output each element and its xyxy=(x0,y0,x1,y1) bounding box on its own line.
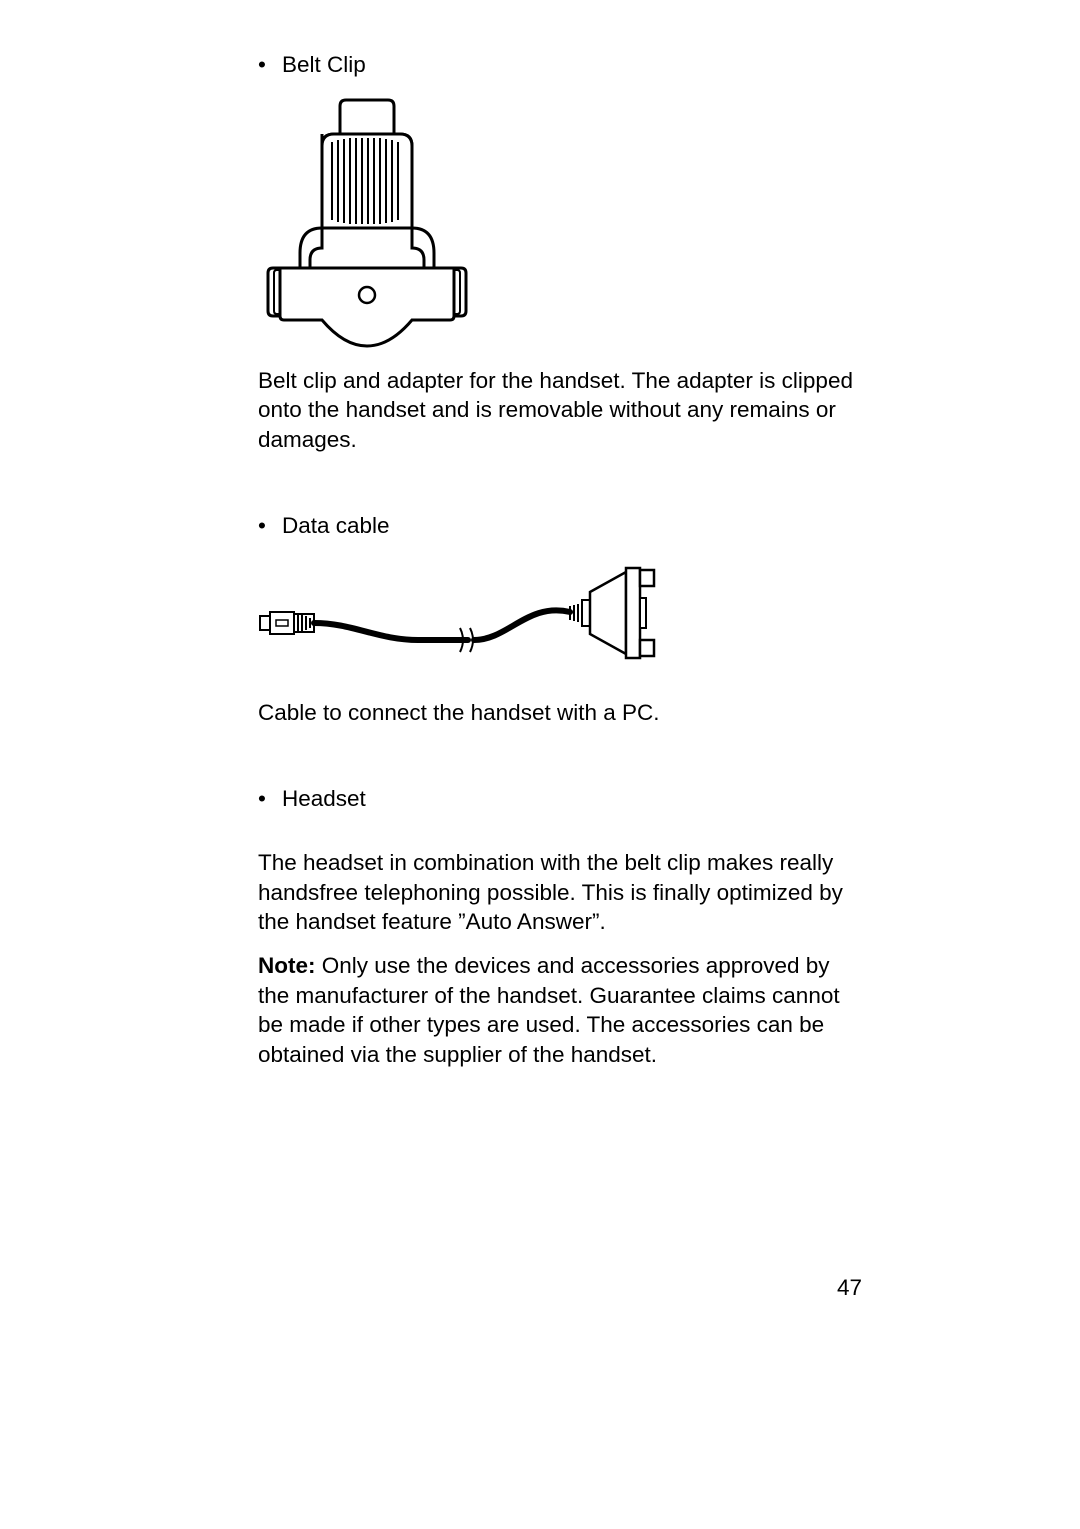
bullet-belt-clip-label: Belt Clip xyxy=(282,50,858,80)
data-cable-icon xyxy=(258,562,658,674)
bullet-headset: • Headset xyxy=(258,784,858,814)
bullet-dot: • xyxy=(258,511,282,541)
note-paragraph: Note: Only use the devices and accessori… xyxy=(258,951,858,1070)
bullet-dot: • xyxy=(258,784,282,814)
bullet-data-cable: • Data cable xyxy=(258,511,858,541)
headset-description: The headset in combination with the belt… xyxy=(258,848,858,937)
data-cable-description: Cable to connect the handset with a PC. xyxy=(258,698,858,728)
spacer xyxy=(258,937,858,951)
page: • Belt Clip xyxy=(0,0,1080,1529)
bullet-data-cable-label: Data cable xyxy=(282,511,858,541)
spacer xyxy=(258,455,858,511)
spacer xyxy=(258,728,858,784)
figure-data-cable xyxy=(258,562,658,674)
page-number: 47 xyxy=(837,1275,862,1301)
note-body: Only use the devices and accessories app… xyxy=(258,953,840,1067)
belt-clip-icon xyxy=(262,98,472,348)
content-column: • Belt Clip xyxy=(258,50,858,1070)
bullet-belt-clip: • Belt Clip xyxy=(258,50,858,80)
bullet-headset-label: Headset xyxy=(282,784,858,814)
spacer xyxy=(258,674,858,698)
belt-clip-description: Belt clip and adapter for the handset. T… xyxy=(258,366,858,455)
figure-belt-clip xyxy=(262,98,472,348)
spacer xyxy=(258,814,858,848)
note-label: Note: xyxy=(258,953,316,978)
bullet-dot: • xyxy=(258,50,282,80)
